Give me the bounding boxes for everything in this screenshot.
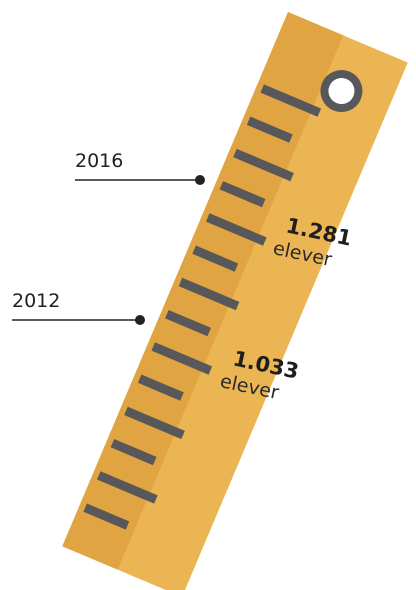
- year-label: 2012: [12, 290, 60, 312]
- marker-dot: [195, 175, 205, 185]
- marker-dot: [135, 315, 145, 325]
- ruler: [62, 12, 407, 590]
- page: 2016 2012 1.281 elever 1.033 elever (() …: [0, 0, 416, 590]
- infographic: 2016 2012 1.281 elever 1.033 elever: [0, 0, 416, 590]
- year-label: 2016: [75, 150, 123, 172]
